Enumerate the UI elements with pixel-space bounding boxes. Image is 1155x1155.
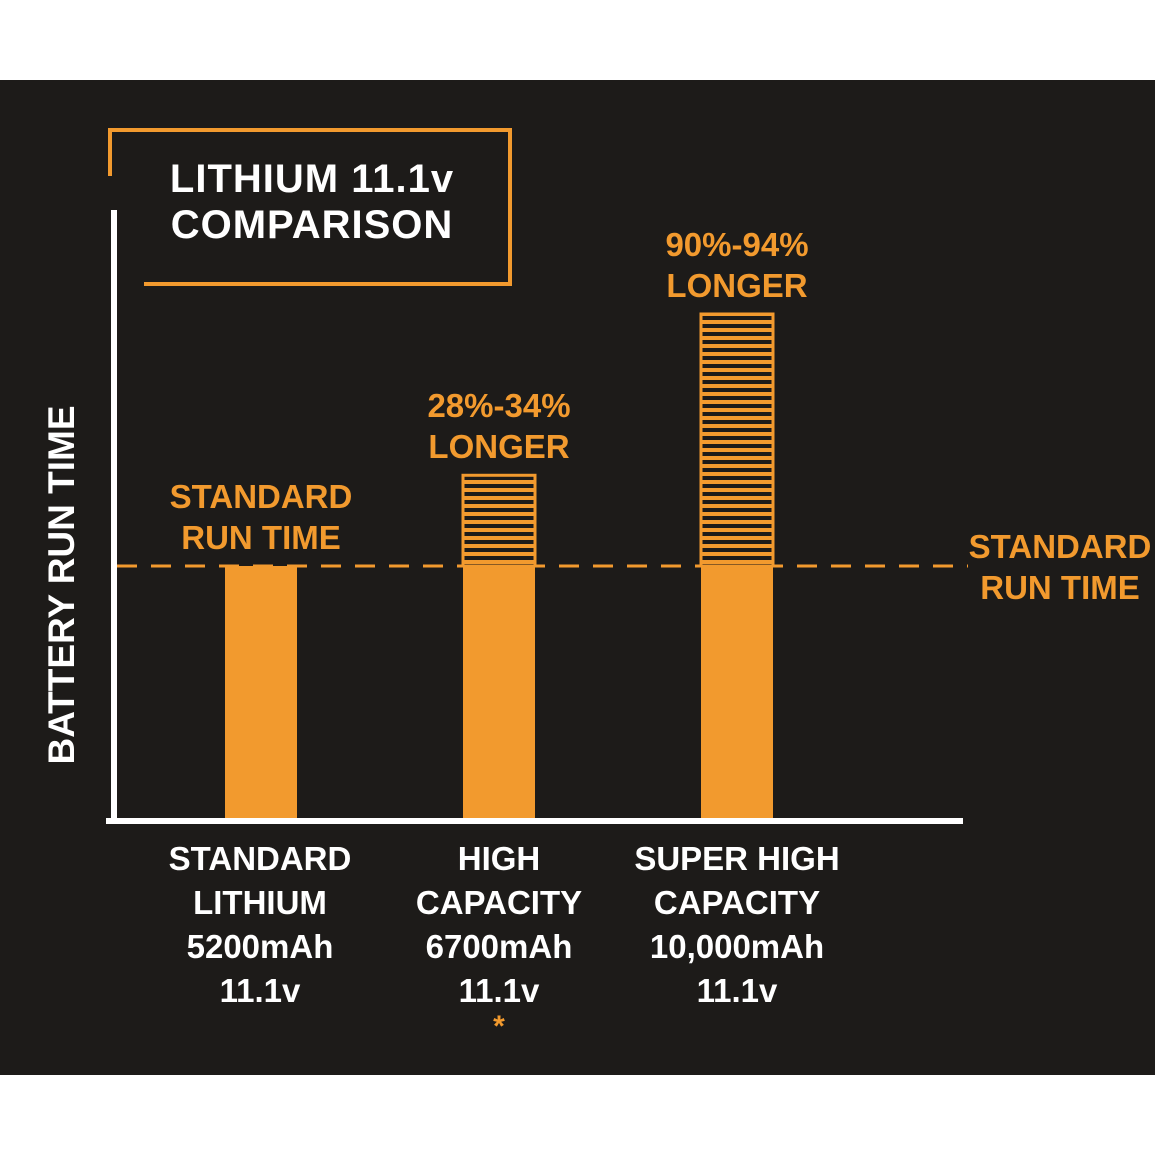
category-label-high-capacity-line-3: 6700mAh xyxy=(425,928,573,965)
title-frame-tick xyxy=(108,128,112,176)
reference-line-label-line-2: RUN TIME xyxy=(980,569,1140,606)
category-label-standard-lithium-line-1: STANDARD xyxy=(168,840,352,877)
footnote-asterisk: * xyxy=(493,1010,505,1043)
category-label-super-high-capacity-line-1: SUPER HIGH xyxy=(634,840,840,877)
category-label-standard-lithium-line-2: LITHIUM xyxy=(193,884,327,921)
bar-label-super-high-capacity-line-2: LONGER xyxy=(666,267,808,304)
bar-label-high-capacity-line-1: 28%-34% xyxy=(427,387,571,425)
chart-panel: LITHIUM 11.1v COMPARISON BATTERY RUN TIM… xyxy=(0,80,1155,1075)
reference-line-label-line-1: STANDARD xyxy=(968,528,1152,565)
title-frame-bottom xyxy=(144,282,512,286)
bar-label-standard: STANDARD RUN TIME xyxy=(151,476,371,558)
bar-label-high-capacity-line-2: LONGER xyxy=(428,428,570,466)
category-label-high-capacity-line-2: CAPACITY xyxy=(415,884,583,921)
category-label-standard-lithium: STANDARD LITHIUM 5200mAh 11.1v xyxy=(169,837,352,1013)
bar-label-standard-line-1: STANDARD xyxy=(169,478,353,515)
reference-line-label: STANDARD RUN TIME xyxy=(969,526,1152,608)
category-label-super-high-capacity: SUPER HIGH CAPACITY 10,000mAh 11.1v xyxy=(634,837,839,1013)
bar-super-high-capacity xyxy=(701,566,773,818)
category-label-high-capacity-line-4: 11.1v xyxy=(458,972,540,1009)
bar-extension-super-high-capacity xyxy=(699,312,775,568)
category-label-standard-lithium-line-3: 5200mAh xyxy=(186,928,334,965)
bar-extension-high-capacity xyxy=(461,473,537,568)
chart-title-line-2: COMPARISON xyxy=(170,203,454,247)
title-frame xyxy=(108,128,512,286)
category-label-super-high-capacity-line-2: CAPACITY xyxy=(653,884,821,921)
bar-high-capacity xyxy=(463,566,535,818)
bar-label-super-high-capacity-line-1: 90%-94% xyxy=(665,226,809,263)
category-label-super-high-capacity-line-4: 11.1v xyxy=(696,972,778,1009)
category-label-super-high-capacity-line-3: 10,000mAh xyxy=(649,928,825,965)
bar-label-super-high-capacity: 90%-94% LONGER xyxy=(627,224,847,306)
bar-standard-lithium xyxy=(225,566,297,818)
chart-title: LITHIUM 11.1v COMPARISON xyxy=(112,156,512,248)
category-label-high-capacity-line-1: HIGH xyxy=(457,840,541,877)
bar-label-high-capacity: 28%-34% LONGER xyxy=(389,385,609,467)
chart-plot xyxy=(106,210,968,824)
bar-label-standard-line-2: RUN TIME xyxy=(181,519,341,556)
category-label-standard-lithium-line-4: 11.1v xyxy=(219,972,301,1009)
chart-title-line-1: LITHIUM 11.1v xyxy=(169,157,455,201)
category-label-high-capacity: HIGH CAPACITY 6700mAh 11.1v xyxy=(416,837,582,1013)
